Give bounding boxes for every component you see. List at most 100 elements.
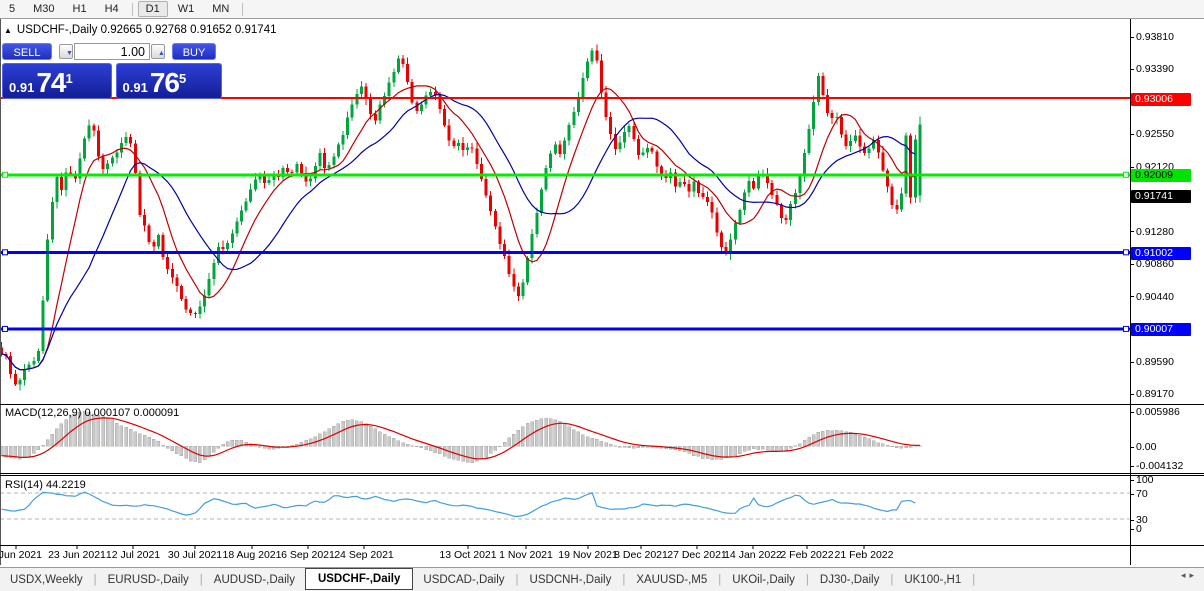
hline-handle[interactable]	[1123, 249, 1129, 256]
tab-usdcnh-daily[interactable]: USDCNH-,Daily	[529, 573, 612, 586]
timeframe-button-w1[interactable]: W1	[177, 3, 195, 15]
toolbar-separator	[131, 2, 133, 16]
rsi-axis-label: 30	[1136, 514, 1148, 526]
rsi-axis-label: 100	[1136, 474, 1154, 486]
buy-price-pip: 5	[178, 71, 187, 86]
price-badge-0.91002: 0.91002	[1131, 246, 1191, 260]
price-tick-mark	[1130, 166, 1134, 168]
macd-tick-mark	[1130, 446, 1134, 448]
buy-price-main: 76	[149, 67, 180, 98]
timeframe-toolbar: 5 M30 H1 H4 D1 W1 MN	[0, 0, 1204, 19]
tab-scroll-arrows[interactable]: ◂▸	[1181, 570, 1198, 581]
sell-price-main: 74	[36, 67, 66, 98]
volume-increase-button[interactable]: ▲	[151, 44, 165, 59]
price-tick-mark	[1130, 361, 1134, 363]
buy-button[interactable]: BUY	[172, 43, 216, 60]
timeframe-button-m30[interactable]: M30	[33, 3, 55, 15]
macd-axis-label: 0.005986	[1136, 406, 1180, 418]
ma-slow-line	[1, 93, 916, 371]
hline-handle[interactable]	[2, 325, 8, 332]
tab-separator: |	[515, 574, 519, 586]
tab-usdx-weekly[interactable]: USDX,Weekly	[10, 573, 83, 586]
tab-uk100-h1[interactable]: UK100-,H1	[904, 573, 962, 586]
horizontal-level-lines[interactable]	[0, 97, 1130, 332]
tab-separator: |	[199, 574, 203, 586]
macd-axis-label: 0.00	[1136, 441, 1157, 453]
date-label: 30 Jul 2021	[167, 549, 223, 561]
tab-separator: |	[622, 574, 626, 586]
rsi-tick-mark	[1130, 528, 1134, 530]
macd-indicator-label: MACD(12,26,9) 0.000107 0.000091	[5, 407, 180, 419]
main-price-pane	[0, 44, 922, 391]
tab-xauusd-m5[interactable]: XAUUSD-,M5	[636, 573, 708, 586]
collapse-panel-icon[interactable]: ▲	[4, 25, 12, 35]
tab-usdchf-daily[interactable]: USDCHF-,Daily	[304, 568, 414, 590]
date-label: 27 Dec 2021	[667, 549, 727, 561]
hline-handle[interactable]	[2, 249, 8, 256]
date-label: 6 Sep 2021	[281, 549, 335, 561]
date-label: 21 Feb 2022	[834, 549, 894, 561]
tab-eurusd-daily[interactable]: EURUSD-,Daily	[107, 573, 189, 586]
date-label: 2 Feb 2022	[780, 549, 834, 561]
volume-input[interactable]	[74, 43, 150, 60]
price-tick-label: 0.91280	[1136, 225, 1174, 238]
date-label: 18 Aug 2021	[222, 549, 282, 561]
timeframe-button-d1[interactable]: D1	[137, 1, 168, 17]
tab-separator: |	[972, 574, 976, 586]
tab-separator: |	[718, 574, 722, 586]
tab-audusd-daily[interactable]: AUDUSD-,Daily	[213, 573, 295, 586]
ma-fast-line	[1, 85, 916, 371]
macd-rsi-separator-b	[0, 475, 1204, 476]
macd-pane	[0, 411, 922, 464]
macd-tick-mark	[1130, 465, 1134, 467]
sell-button[interactable]: SELL	[2, 43, 52, 60]
rsi-tick-mark	[1130, 519, 1134, 521]
main-macd-separator[interactable]	[0, 404, 1204, 405]
price-badge-0.93006: 0.93006	[1131, 92, 1191, 106]
hline-handle[interactable]	[2, 171, 8, 178]
date-label: 13 Oct 2021	[439, 549, 497, 561]
volume-decrease-button[interactable]: ▼	[59, 44, 73, 59]
tab-dj30-daily[interactable]: DJ30-,Daily	[819, 573, 880, 586]
rsi-date-separator	[0, 545, 1204, 546]
candles	[0, 44, 922, 391]
toolbar-separator	[242, 2, 244, 16]
tab-scroll-left-icon[interactable]: ◂	[1180, 570, 1190, 580]
chart-canvas[interactable]	[0, 19, 1204, 565]
tab-usdcad-daily[interactable]: USDCAD-,Daily	[423, 573, 505, 586]
tab-scroll-right-icon[interactable]: ▸	[1189, 570, 1198, 580]
date-label: 14 Jan 2022	[724, 549, 782, 561]
buy-price-display[interactable]: 0.91 76 5	[115, 63, 222, 99]
sell-price-display[interactable]: 0.91 74 1	[2, 63, 112, 99]
rsi-indicator-label: RSI(14) 44.2219	[5, 479, 86, 491]
price-badge-0.90007: 0.90007	[1131, 323, 1191, 337]
price-badge-0.91741: 0.91741	[1131, 189, 1191, 203]
tab-separator: |	[805, 574, 809, 586]
hline-handle[interactable]	[1123, 325, 1129, 332]
date-label: 19 Nov 2021	[558, 549, 618, 561]
date-label: 24 Sep 2021	[334, 549, 394, 561]
date-label: 23 Jun 2021	[48, 549, 106, 561]
price-tick-label: 0.89170	[1136, 388, 1174, 401]
timeframe-button-5[interactable]: 5	[9, 3, 16, 15]
rsi-axis-label: 0	[1136, 523, 1142, 535]
price-tick-mark	[1130, 133, 1134, 135]
rsi-pane	[0, 491, 1130, 520]
tab-ukoil-daily[interactable]: UKOil-,Daily	[732, 573, 795, 586]
price-tick-label: 0.93810	[1136, 31, 1174, 44]
price-tick-mark	[1130, 263, 1134, 265]
price-tick-mark	[1130, 393, 1134, 395]
rsi-tick-mark	[1130, 479, 1134, 481]
timeframe-button-mn[interactable]: MN	[212, 3, 230, 15]
timeframe-button-h4[interactable]: H4	[104, 3, 119, 15]
timeframe-button-h1[interactable]: H1	[72, 3, 87, 15]
hline-handle[interactable]	[1123, 171, 1129, 178]
date-label: 1 Nov 2021	[499, 549, 553, 561]
sell-price-pip: 1	[65, 71, 73, 86]
price-tick-mark	[1130, 68, 1134, 70]
price-badge-0.92009: 0.92009	[1131, 169, 1191, 183]
macd-rsi-separator-a[interactable]	[0, 473, 1204, 474]
rsi-line	[1, 491, 916, 518]
price-tick-label: 0.90860	[1136, 258, 1174, 271]
